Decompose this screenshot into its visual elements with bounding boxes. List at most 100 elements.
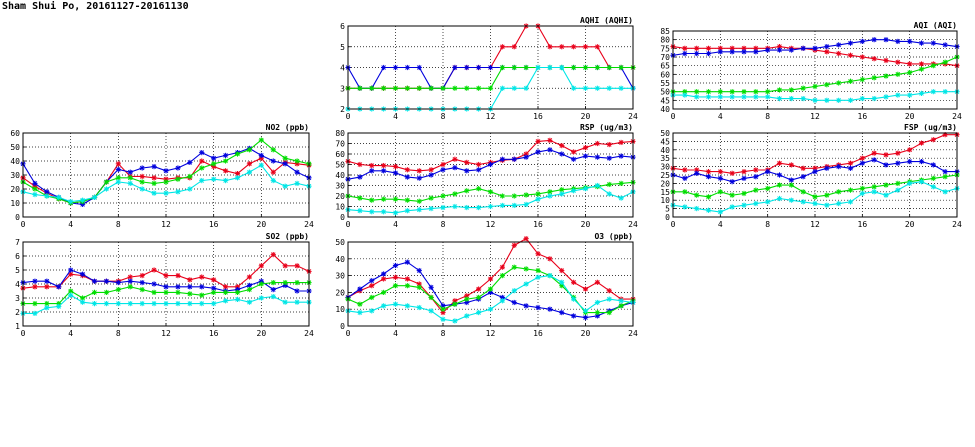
data-point-cyan (487, 203, 494, 210)
data-point-blue (211, 285, 217, 291)
data-point-cyan (788, 96, 794, 102)
data-point-cyan (270, 178, 276, 184)
data-point-red (594, 44, 600, 50)
data-point-green (404, 85, 410, 91)
data-point-green (440, 193, 446, 199)
data-point-cyan (270, 294, 276, 300)
data-point-green (476, 186, 482, 192)
data-point-blue (416, 175, 422, 181)
data-point-green (606, 309, 612, 316)
data-point-red (381, 162, 387, 169)
data-point-blue (404, 259, 410, 265)
y-tick-label: 5 (665, 205, 670, 214)
data-point-cyan (800, 96, 806, 102)
data-point-red (776, 160, 783, 166)
data-point-green (464, 296, 470, 302)
data-point-cyan (582, 308, 589, 314)
plot-frame (22, 132, 310, 218)
y-tick-label: 80 (660, 36, 670, 45)
x-tick-label: 20 (581, 329, 591, 338)
data-point-red (606, 288, 612, 294)
data-point-green (476, 294, 482, 301)
data-point-green (163, 179, 169, 185)
data-point-green (788, 182, 794, 188)
y-tick-label: 0 (340, 213, 345, 222)
y-tick-label: 40 (10, 157, 20, 166)
data-point-blue (32, 180, 38, 186)
data-point-cyan (511, 288, 517, 294)
data-point-blue (416, 267, 422, 274)
data-point-cyan (930, 184, 936, 190)
data-point-green (211, 161, 217, 167)
chart-title: AQI (AQI) (914, 21, 957, 30)
data-point-red (717, 45, 723, 51)
data-point-cyan (523, 281, 529, 287)
x-tick-label: 24 (304, 220, 314, 229)
data-point-blue (895, 38, 901, 44)
data-point-cyan (369, 308, 375, 314)
data-point-cyan (942, 189, 948, 195)
data-point-blue (163, 168, 169, 174)
data-point-cyan (234, 296, 241, 302)
data-point-blue (294, 288, 300, 294)
y-tick-label: 4 (15, 280, 20, 289)
data-point-cyan (499, 85, 505, 91)
data-point-blue (499, 156, 505, 162)
data-point-blue (729, 179, 735, 185)
y-tick-label: 30 (10, 171, 20, 180)
data-point-green (246, 147, 253, 153)
x-tick-label: 24 (304, 329, 314, 338)
data-point-cyan (199, 178, 205, 184)
data-point-cyan (618, 85, 624, 91)
data-point-green (270, 147, 276, 153)
data-point-cyan (859, 190, 865, 197)
data-point-blue (729, 49, 735, 55)
x-tick-label: 8 (441, 112, 446, 121)
data-point-red (571, 44, 577, 50)
data-point-cyan (151, 190, 157, 196)
data-point-cyan (535, 196, 541, 202)
data-point-red (487, 276, 494, 282)
data-point-blue (199, 284, 205, 290)
x-tick-label: 4 (393, 329, 398, 338)
data-point-blue (741, 175, 747, 181)
data-point-cyan (523, 85, 529, 91)
data-point-green (499, 64, 505, 71)
data-point-blue (942, 169, 948, 175)
data-point-blue (187, 159, 193, 165)
data-point-cyan (32, 192, 38, 198)
data-point-blue (282, 161, 288, 167)
data-point-cyan (222, 178, 229, 184)
y-tick-label: 1 (15, 322, 20, 331)
data-point-blue (559, 151, 565, 157)
data-point-cyan (103, 301, 110, 307)
x-tick-label: 0 (21, 329, 26, 338)
data-point-cyan (416, 304, 422, 311)
data-point-blue (392, 170, 399, 176)
data-point-blue (294, 169, 300, 175)
data-point-red (222, 168, 229, 174)
data-point-cyan (32, 310, 38, 316)
plot-frame (672, 132, 958, 218)
data-point-green (234, 151, 241, 157)
data-point-red (523, 236, 529, 242)
data-point-red (139, 173, 145, 179)
data-point-blue (753, 174, 759, 180)
x-tick-label: 16 (533, 112, 543, 121)
data-point-blue (139, 165, 145, 171)
data-point-blue (487, 161, 494, 168)
data-point-green (511, 64, 517, 71)
data-point-green (357, 195, 363, 201)
y-tick-label: 60 (335, 150, 345, 159)
data-point-blue (847, 165, 854, 171)
data-point-blue (211, 155, 217, 161)
x-tick-label: 8 (441, 329, 446, 338)
y-tick-label: 60 (660, 70, 670, 79)
data-point-red (836, 50, 842, 57)
data-point-green (392, 85, 399, 91)
y-tick-label: 3 (340, 84, 345, 93)
data-point-green (836, 80, 842, 86)
data-point-blue (776, 47, 783, 53)
data-point-cyan (56, 194, 62, 200)
